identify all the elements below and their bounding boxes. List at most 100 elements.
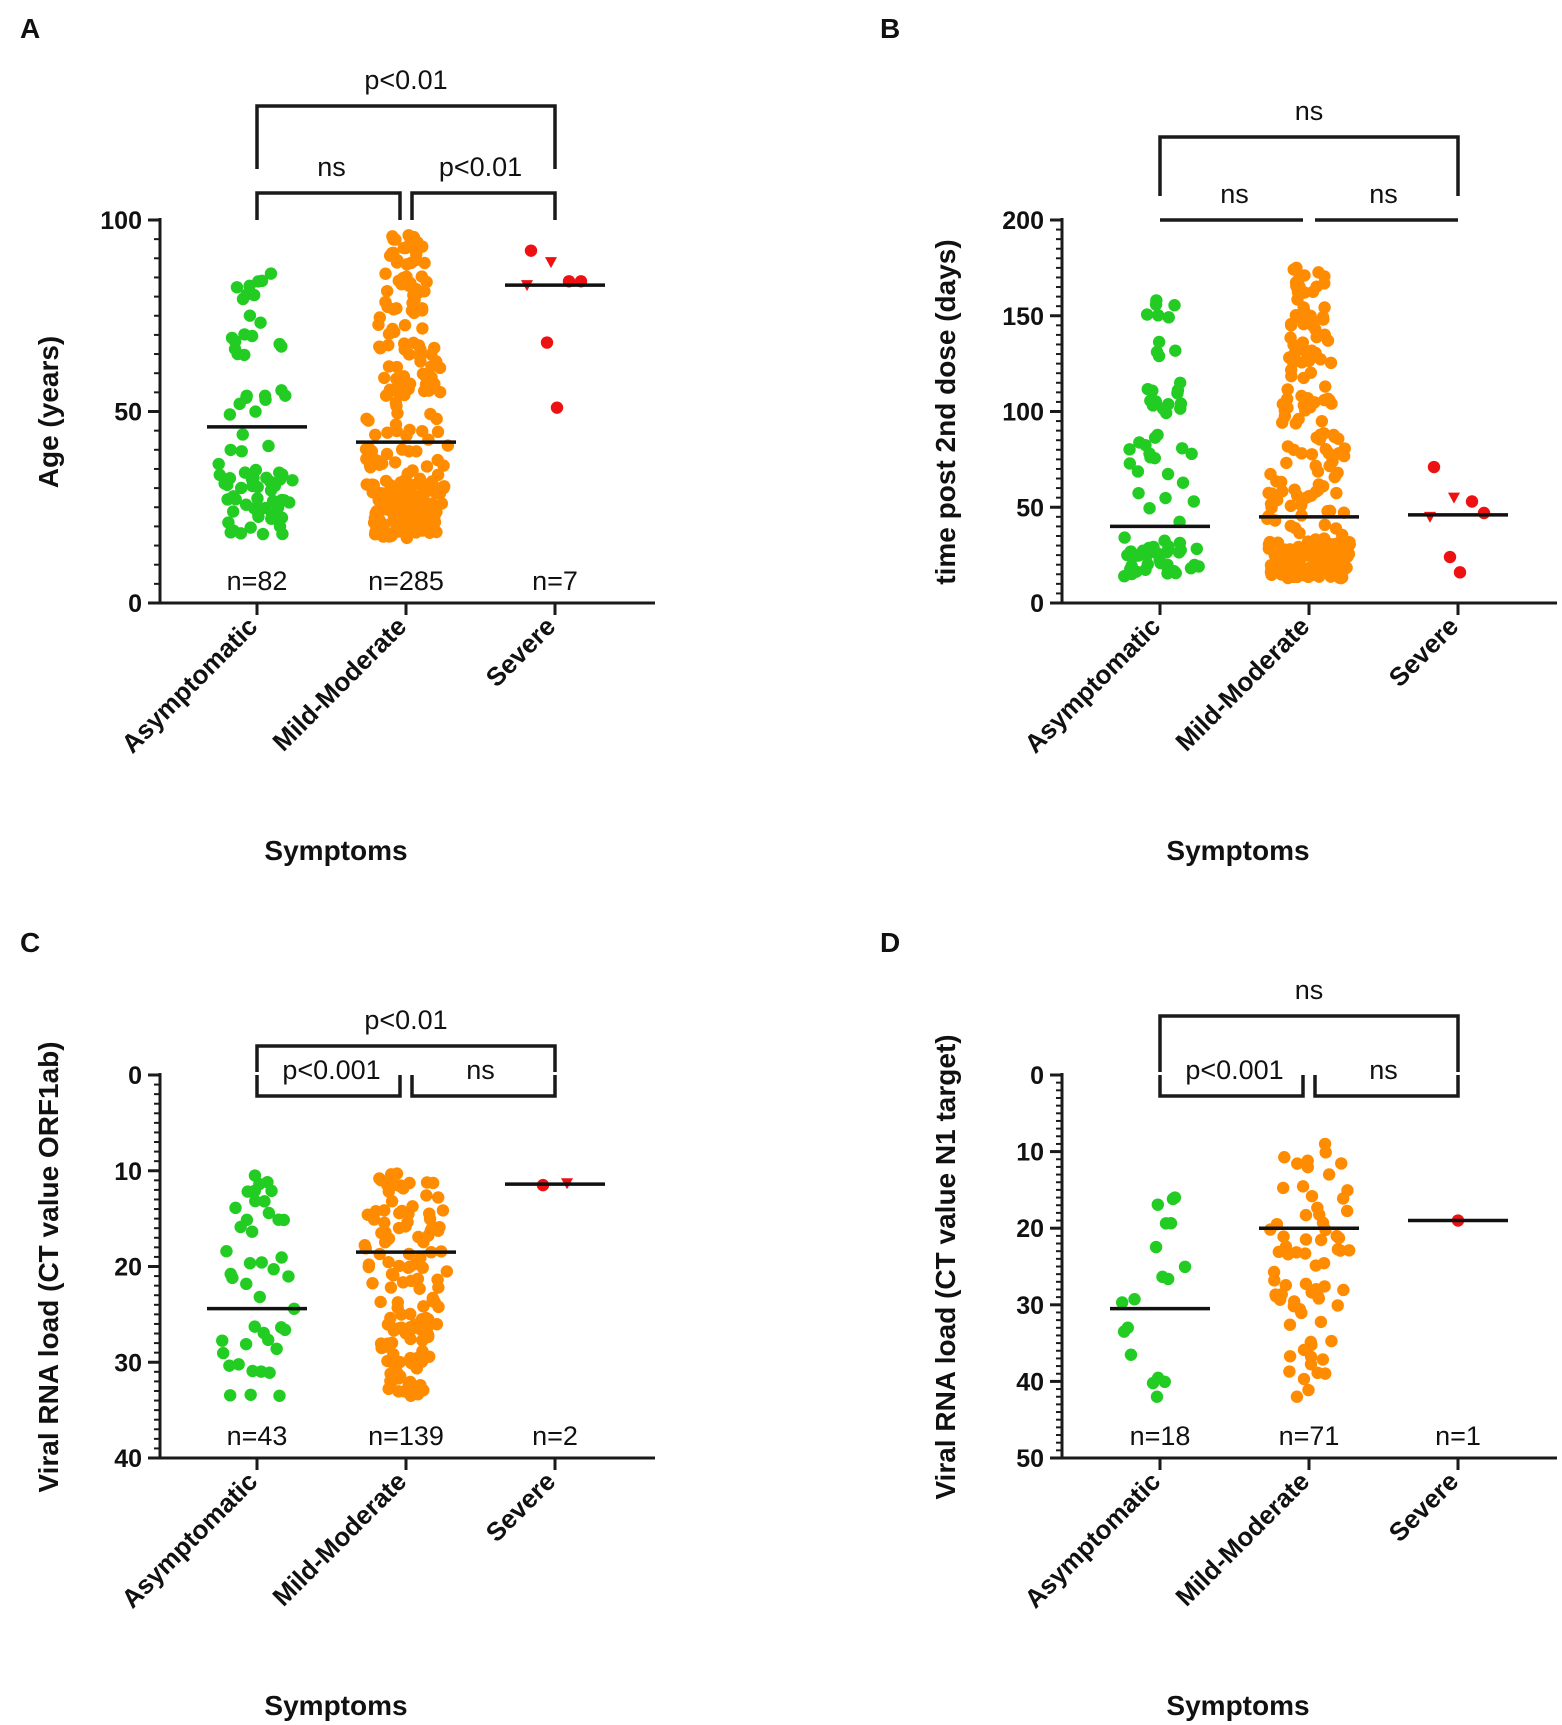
series-mild_moderate — [1264, 1137, 1356, 1403]
data-point — [1276, 485, 1289, 498]
data-point — [1288, 483, 1301, 496]
panel-letter: C — [20, 927, 40, 958]
data-point — [422, 433, 435, 446]
data-point — [393, 1369, 407, 1383]
x-axis-title: Symptoms — [1166, 835, 1309, 866]
data-point — [1172, 546, 1186, 559]
data-point — [364, 460, 377, 474]
data-point — [413, 1282, 426, 1295]
data-point — [415, 424, 429, 438]
data-point — [407, 306, 421, 320]
data-point — [414, 1251, 427, 1265]
data-point — [247, 471, 260, 485]
data-point — [1151, 309, 1165, 322]
data-point — [378, 1236, 392, 1249]
data-point — [1316, 428, 1329, 441]
data-point — [1272, 1245, 1286, 1259]
data-point — [277, 1213, 290, 1227]
y-axis-title: Viral RNA load (CT value N1 target) — [930, 1034, 961, 1499]
significance-label: ns — [1295, 975, 1324, 1005]
data-point — [1281, 383, 1294, 396]
data-point — [1287, 263, 1300, 276]
data-point — [1448, 492, 1460, 504]
data-point — [226, 505, 240, 518]
data-point — [424, 407, 437, 421]
data-point — [417, 1384, 430, 1397]
series-asymptomatic — [216, 1169, 301, 1402]
data-point — [1289, 355, 1302, 368]
data-point — [278, 1323, 292, 1337]
data-point — [381, 426, 394, 439]
data-point — [1297, 371, 1310, 385]
data-point — [1267, 564, 1281, 578]
category-label: Mild-Moderate — [1169, 1466, 1315, 1612]
series-mild_moderate — [1261, 261, 1356, 585]
data-point — [1309, 323, 1322, 336]
data-point — [395, 1308, 408, 1321]
data-point — [1289, 417, 1303, 430]
data-point — [359, 442, 373, 456]
data-point — [1317, 1256, 1331, 1270]
data-point — [1133, 436, 1146, 449]
y-axis-title: Age (years) — [33, 336, 64, 489]
panel-a: A 0 50 100 Asymptomatic Mild-Moderate Severe Ag… — [20, 13, 655, 866]
data-point — [243, 309, 257, 322]
data-point — [229, 1201, 242, 1215]
data-point — [380, 284, 394, 298]
data-point — [1329, 559, 1343, 573]
data-point — [217, 1346, 230, 1360]
data-point — [236, 428, 249, 441]
data-point — [374, 1337, 388, 1350]
data-point — [240, 1277, 253, 1291]
data-point — [258, 389, 272, 403]
data-point — [1148, 431, 1162, 444]
data-point — [1274, 546, 1287, 560]
y-tick-label: 20 — [114, 1254, 142, 1282]
data-point — [1166, 1192, 1180, 1206]
significance-bracket — [1158, 135, 1460, 196]
data-point — [396, 1276, 410, 1289]
data-point — [400, 429, 413, 442]
data-point — [387, 303, 400, 316]
data-point — [373, 1172, 386, 1185]
significance-label: ns — [466, 1055, 495, 1085]
data-point — [255, 274, 269, 288]
significance-label: p<0.01 — [439, 152, 522, 182]
data-point — [1297, 399, 1311, 412]
data-point — [1302, 1383, 1315, 1397]
y-tick-label: 50 — [1016, 1445, 1044, 1473]
data-point — [223, 1389, 237, 1402]
data-point — [1337, 1283, 1350, 1297]
data-point — [273, 337, 286, 351]
data-point — [1290, 1390, 1304, 1403]
data-point — [1335, 1157, 1348, 1170]
data-point — [1330, 486, 1343, 500]
data-point — [275, 1251, 288, 1264]
data-point — [397, 337, 411, 350]
data-point — [431, 1273, 444, 1286]
data-point — [395, 1204, 409, 1218]
data-point — [1305, 1189, 1319, 1203]
data-point — [1144, 451, 1157, 464]
data-point — [412, 1230, 425, 1244]
category-label: Asymptomatic — [115, 1466, 263, 1614]
data-point — [389, 525, 403, 539]
data-point — [1123, 443, 1136, 456]
data-point — [416, 322, 429, 335]
data-point — [1285, 369, 1298, 383]
data-point — [1121, 548, 1134, 562]
significance-label: p<0.01 — [364, 65, 447, 95]
data-point — [1140, 308, 1154, 321]
data-point — [1299, 1233, 1313, 1246]
data-point — [1153, 554, 1166, 567]
data-point — [432, 1224, 445, 1237]
significance-label: ns — [317, 152, 346, 182]
data-point — [262, 1206, 276, 1220]
data-point — [1312, 1292, 1326, 1305]
data-point — [1190, 542, 1203, 556]
data-point — [1128, 1293, 1141, 1306]
data-point — [240, 391, 253, 404]
data-point — [1115, 1296, 1129, 1309]
data-point — [1328, 470, 1341, 484]
data-point — [1284, 317, 1298, 331]
